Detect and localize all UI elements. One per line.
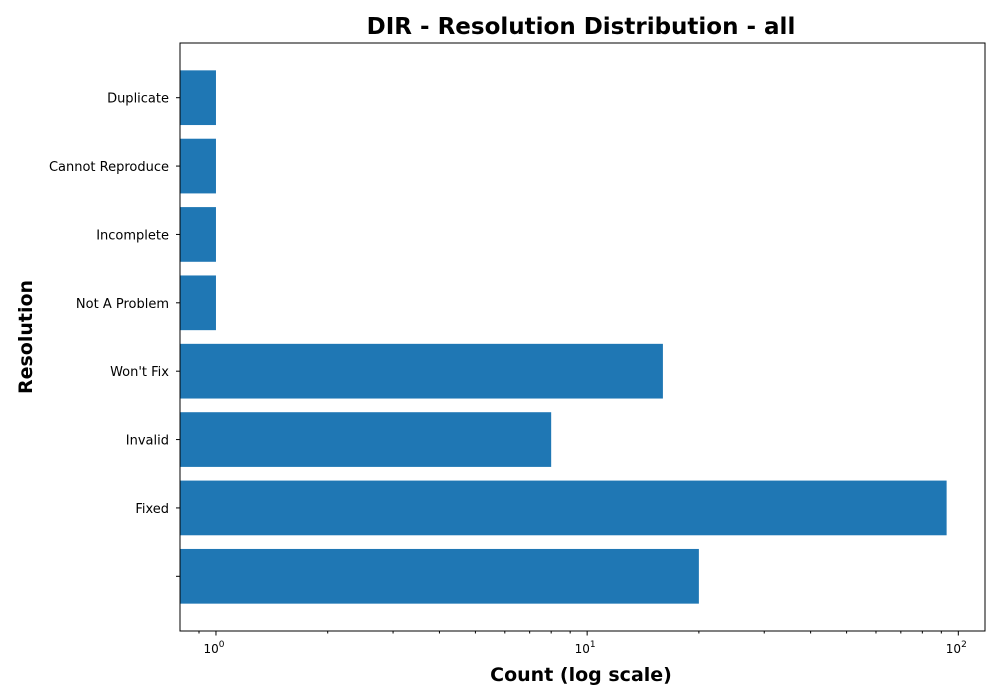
x-ticks-group: 100 101 102 xyxy=(198,631,967,656)
y-tick-label: Invalid xyxy=(126,434,169,449)
x-tick-label: 100 xyxy=(203,640,224,656)
bar xyxy=(180,207,216,262)
bar xyxy=(180,138,216,194)
bar xyxy=(180,70,216,126)
y-ticks-group: Fixed Invalid Won't Fix Not A Problem Incomp… xyxy=(49,92,180,577)
bar xyxy=(180,548,699,604)
bar xyxy=(180,480,947,536)
y-tick-label: Won't Fix xyxy=(110,365,169,380)
y-tick-label: Fixed xyxy=(135,502,169,517)
x-tick-label: 101 xyxy=(575,640,596,656)
chart-title: DIR - Resolution Distribution - all xyxy=(367,14,796,40)
bar xyxy=(180,343,663,399)
bar xyxy=(180,275,216,331)
y-tick-label: Duplicate xyxy=(107,92,169,107)
y-axis-label: Resolution xyxy=(15,280,37,394)
bars-group xyxy=(180,70,947,604)
x-axis-label: Count (log scale) xyxy=(490,664,672,686)
bar xyxy=(180,412,552,467)
x-tick-label: 102 xyxy=(946,640,967,656)
plot-frame xyxy=(179,42,986,632)
y-tick-label: Cannot Reproduce xyxy=(49,160,169,175)
y-tick-label: Not A Problem xyxy=(76,297,169,312)
y-tick-label: Incomplete xyxy=(96,228,169,243)
